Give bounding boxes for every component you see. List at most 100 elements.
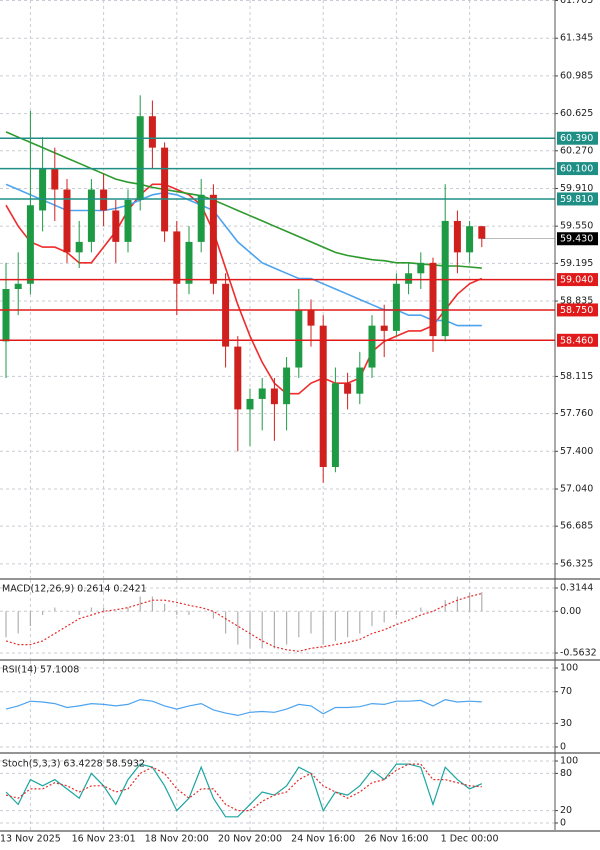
level-label: 59.040 <box>560 275 593 286</box>
candle-body <box>380 325 388 331</box>
pane-title: MACD(12,26,9) 0.2614 0.2421 <box>2 584 147 595</box>
y-tick-label: 59.195 <box>560 258 593 269</box>
candle-body <box>258 388 266 399</box>
last-price-box <box>557 232 598 246</box>
y-tick-label: 20 <box>560 805 572 816</box>
candle-body <box>295 309 303 368</box>
pane-title: Stoch(5,3,3) 63.4228 58.5932 <box>2 759 145 770</box>
y-tick-label: 60.270 <box>560 145 593 156</box>
candle-body <box>2 289 10 342</box>
candle-body <box>405 273 413 284</box>
pane-title: RSI(14) 57.1008 <box>2 665 79 676</box>
level-label: 58.750 <box>560 305 593 316</box>
y-tick-label: 0.00 <box>560 606 581 617</box>
x-tick-label: 16 Nov 23:01 <box>72 834 136 845</box>
candle-body <box>185 241 193 284</box>
y-tick-label: 57.400 <box>560 446 593 457</box>
candle-body <box>331 383 339 468</box>
candle-body <box>161 147 169 232</box>
indicator-line <box>5 698 482 717</box>
level-label-box <box>557 192 598 206</box>
candle-body <box>234 346 242 410</box>
y-tick-label: 56.685 <box>560 521 593 532</box>
candle-body <box>39 168 47 211</box>
candle-body <box>392 283 400 331</box>
moving-average <box>5 131 482 269</box>
last-price-label: 59.430 <box>560 234 593 245</box>
candle-body <box>441 220 449 337</box>
candle-body <box>417 262 425 274</box>
level-label: 60.390 <box>560 133 593 144</box>
candle-body <box>307 309 315 326</box>
y-tick-label: 60.625 <box>560 108 593 119</box>
moving-average <box>5 183 483 395</box>
pane <box>0 760 555 824</box>
candle-body <box>466 226 474 253</box>
y-tick-label: 58.835 <box>560 296 593 307</box>
candle-body <box>124 199 132 242</box>
candle-body <box>246 398 254 410</box>
candle-body <box>112 210 120 242</box>
y-tick-label: 0 <box>560 817 566 828</box>
candle-body <box>429 262 437 337</box>
y-tick-label: 0.3144 <box>560 582 593 593</box>
candle-body <box>270 388 278 405</box>
candle-body <box>356 367 364 394</box>
y-tick-label: 59.910 <box>560 183 593 194</box>
x-tick-label: 20 Nov 20:00 <box>218 834 282 845</box>
y-tick-label: 100 <box>560 756 578 767</box>
y-tick-label: -0.5632 <box>560 648 597 659</box>
moving-average <box>5 183 482 327</box>
y-tick-label: 57.760 <box>560 408 593 419</box>
level-label: 58.460 <box>560 335 593 346</box>
y-tick-label: 70 <box>560 686 572 697</box>
y-tick-label: 100 <box>560 663 578 674</box>
candle-body <box>173 231 181 284</box>
candle-body <box>283 367 291 405</box>
x-tick-label: 1 Dec 00:00 <box>441 834 499 845</box>
pane <box>0 667 555 748</box>
level-label: 59.810 <box>560 194 593 205</box>
level-label-box <box>557 333 598 347</box>
candle-body <box>63 189 71 253</box>
candle-body <box>222 283 230 347</box>
candle-body <box>368 325 376 368</box>
y-tick-label: 80 <box>560 768 572 779</box>
pane <box>0 587 555 654</box>
candle-body <box>100 189 108 211</box>
candle-body <box>148 116 156 148</box>
level-label-box <box>557 273 598 287</box>
level-label-box <box>557 303 598 317</box>
signal-line <box>5 763 482 812</box>
candle-body <box>14 283 22 289</box>
y-tick-label: 61.345 <box>560 33 593 44</box>
candle-body <box>87 189 95 242</box>
x-tick-label: 18 Nov 20:00 <box>145 834 209 845</box>
x-tick-label: 13 Nov 2025 <box>0 834 61 845</box>
pane <box>0 0 555 565</box>
candle-body <box>51 168 59 190</box>
level-label: 60.100 <box>560 164 593 175</box>
y-tick-label: 59.550 <box>560 221 593 232</box>
y-tick-label: 61.705 <box>560 0 593 6</box>
candle-body <box>319 325 327 468</box>
candle-body <box>136 116 144 200</box>
candle-body <box>453 220 461 253</box>
x-tick-label: 26 Nov 16:00 <box>364 834 428 845</box>
y-tick-label: 56.325 <box>560 558 593 569</box>
y-tick-label: 58.115 <box>560 371 593 382</box>
y-tick-label: 57.040 <box>560 483 593 494</box>
candle-body <box>344 383 352 394</box>
y-tick-label: 60.985 <box>560 70 593 81</box>
candle-body <box>26 205 34 284</box>
y-tick-label: 30 <box>560 718 572 729</box>
candle-body <box>209 194 217 284</box>
x-tick-label: 24 Nov 16:00 <box>291 834 355 845</box>
candle-body <box>478 226 486 239</box>
candle-body <box>197 194 205 242</box>
candle-body <box>75 241 83 253</box>
y-tick-label: 0 <box>560 742 566 753</box>
level-label-box <box>557 131 598 145</box>
